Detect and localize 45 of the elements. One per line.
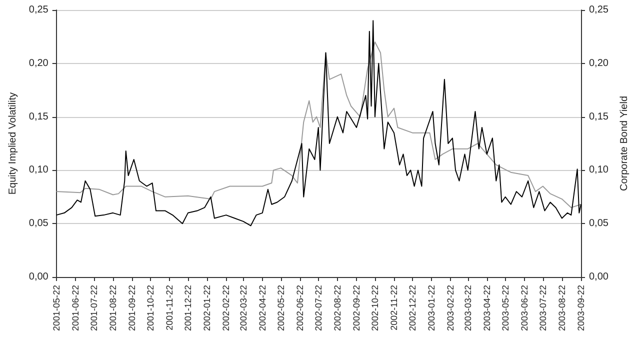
x-tick-label: 2002-12-22 (407, 285, 418, 332)
x-tick-label: 2001-09-22 (127, 285, 138, 332)
x-tick-label: 2003-09-22 (576, 285, 586, 332)
x-tick-label: 2002-07-22 (313, 285, 324, 332)
x-tick-label: 2002-01-22 (202, 285, 212, 332)
y2-tick-label: 0,15 (589, 111, 609, 122)
x-tick-label: 2003-05-22 (500, 285, 510, 332)
x-tick-label: 2002-09-22 (352, 285, 362, 332)
y-tick-label: 0,20 (28, 58, 49, 69)
y2-tick-label: 0,20 (589, 58, 609, 69)
y2-tick-label: 0,05 (589, 218, 609, 230)
x-tick-label: 2001-05-22 (51, 285, 62, 332)
y-tick-label: 0,10 (28, 164, 49, 176)
y-tick-label: 0,05 (28, 218, 49, 230)
y-axis-title: Equity Implied Volatility (8, 92, 18, 195)
x-tick-label: 2003-07-22 (538, 285, 548, 332)
y-tick-label: 0,25 (28, 4, 49, 16)
y2-axis-title: Corporate Bond Yield (618, 96, 630, 192)
x-tick-label: 2003-08-22 (556, 285, 567, 332)
x-tick-label: 2001-07-22 (88, 285, 99, 332)
x-tick-label: 2001-06-22 (70, 285, 80, 332)
x-tick-label: 2002-08-22 (332, 285, 342, 332)
x-tick-label: 2002-05-22 (276, 285, 286, 332)
line-series (56, 42, 582, 208)
x-tick-label: 2003-03-22 (462, 285, 473, 332)
x-tick-label: 2002-04-22 (257, 285, 268, 332)
x-tick-label: 2003-02-22 (446, 285, 456, 332)
x-tick-label: 2003-06-22 (519, 285, 530, 332)
y2-tick-label: 0,25 (589, 4, 609, 16)
x-tick-label: 2001-10-22 (145, 285, 156, 332)
x-tick-label: 2003-04-22 (482, 285, 492, 332)
y2-tick-label: 0,00 (589, 272, 609, 282)
y2-tick-label: 0,10 (589, 164, 609, 176)
line-series (56, 20, 582, 226)
y-tick-label: 0,15 (28, 111, 49, 122)
x-tick-label: 2001-08-22 (108, 285, 118, 332)
y-tick-label: 0,00 (28, 272, 49, 282)
x-tick-label: 2002-10-22 (370, 285, 380, 332)
x-tick-label: 2002-11-22 (389, 285, 400, 330)
x-tick-label: 2001-11-22 (164, 285, 175, 330)
x-tick-label: 2003-01-22 (426, 285, 437, 332)
x-tick-label: 2002-06-22 (294, 285, 305, 332)
x-tick-label: 2002-03-22 (238, 285, 248, 332)
x-tick-label: 2001-12-22 (182, 285, 193, 332)
x-tick-label: 2002-02-22 (221, 285, 232, 332)
